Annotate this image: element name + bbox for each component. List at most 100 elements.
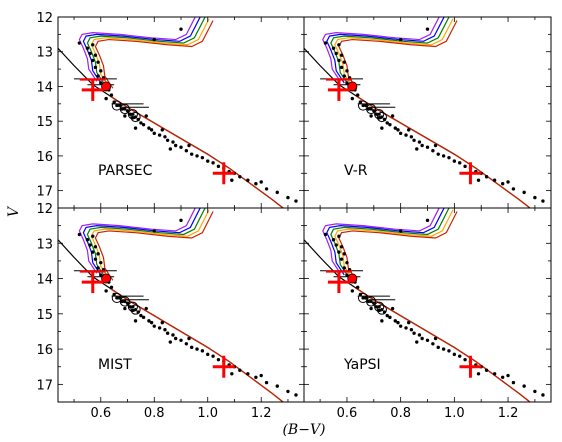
star-point [390, 306, 395, 311]
star-point [160, 320, 164, 325]
star-point [96, 252, 100, 256]
star-point [91, 43, 95, 47]
star-point [264, 380, 269, 385]
star-point [425, 145, 430, 149]
star-point [522, 384, 526, 388]
star-point [415, 147, 419, 151]
circled-star-core [133, 307, 138, 312]
star-point [337, 234, 341, 238]
star-point [369, 114, 373, 118]
star-point [88, 51, 92, 56]
red-dot [101, 81, 112, 92]
star-point [163, 327, 167, 332]
star-point [259, 373, 263, 378]
panel-v-r: V-R [303, 16, 552, 209]
star-point [492, 372, 497, 376]
star-point [390, 114, 395, 118]
star-point [388, 122, 392, 127]
panel-label: PARSEC [98, 163, 153, 179]
star-point [398, 37, 403, 42]
star-point [120, 299, 124, 304]
circled-star-core [123, 107, 127, 111]
star-point [238, 368, 242, 372]
star-point [522, 190, 526, 195]
star-point [533, 195, 537, 200]
star-point [93, 245, 98, 249]
star-point [246, 372, 250, 376]
plot-area [304, 17, 545, 208]
star-point [345, 69, 349, 73]
circled-star [127, 301, 138, 312]
star-point [211, 354, 215, 358]
y-tick-label: 17 [36, 185, 53, 200]
star-point [345, 273, 349, 277]
x-tick-label: 1.2 [251, 406, 272, 421]
star-point [339, 245, 344, 249]
star-point [286, 195, 290, 200]
star-point [345, 81, 349, 85]
circled-star [366, 103, 377, 115]
star-point [165, 331, 170, 335]
star-point [157, 133, 162, 137]
star-point [433, 336, 438, 341]
star-point [141, 122, 146, 127]
star-point [385, 313, 389, 318]
star-point [417, 140, 422, 144]
circled-star-core [133, 115, 138, 119]
circled-star [127, 109, 138, 120]
isochrone-0 [322, 17, 440, 82]
isochrone-lower-black [304, 47, 531, 208]
star-point [323, 232, 328, 237]
star-point [147, 126, 151, 130]
star-point [350, 96, 355, 101]
star-point [463, 164, 467, 169]
star-point [433, 143, 438, 148]
star-point [385, 121, 389, 125]
star-point [364, 296, 368, 300]
isochrone-0 [322, 208, 440, 274]
y-tick-label: 16 [36, 343, 53, 358]
star-point [93, 53, 98, 57]
circled-star-core [123, 299, 127, 304]
star-point [96, 60, 100, 64]
star-point [91, 250, 95, 254]
star-point [339, 65, 344, 70]
circled-star [119, 103, 130, 115]
x-tick-label: 0.8 [390, 406, 411, 421]
x-tick-label: 0.6 [337, 406, 358, 421]
star-point [206, 159, 210, 163]
star-point [139, 313, 143, 318]
panel-mist: MIST 0.6 0.8 1.0 1.2 12 13 14 15 16 17 [36, 202, 305, 421]
star-point [157, 326, 162, 330]
star-point [342, 266, 346, 270]
star-point [123, 114, 127, 118]
star-point [409, 327, 414, 332]
isochrone-2 [86, 208, 206, 278]
star-point [407, 320, 411, 325]
isochrone-4 [338, 211, 458, 281]
star-point [259, 180, 263, 184]
star-point [184, 149, 189, 153]
star-point [412, 138, 416, 142]
star-point [511, 187, 516, 191]
star-point [458, 161, 462, 165]
y-tick-label: 12 [36, 202, 53, 217]
star-point [149, 320, 154, 325]
red-dot [347, 273, 358, 284]
star-point [179, 338, 183, 342]
star-point [184, 342, 189, 346]
plot-area [58, 208, 298, 402]
circled-star-core [115, 103, 119, 108]
star-point [144, 306, 148, 311]
star-point [398, 229, 403, 233]
star-point [441, 154, 446, 158]
star-point [120, 107, 124, 111]
circled-star-core [369, 299, 373, 304]
star-point [506, 373, 510, 378]
star-point [409, 135, 414, 139]
star-point [294, 393, 298, 397]
star-point [152, 229, 156, 233]
circled-star [374, 109, 385, 120]
star-point [452, 159, 457, 163]
